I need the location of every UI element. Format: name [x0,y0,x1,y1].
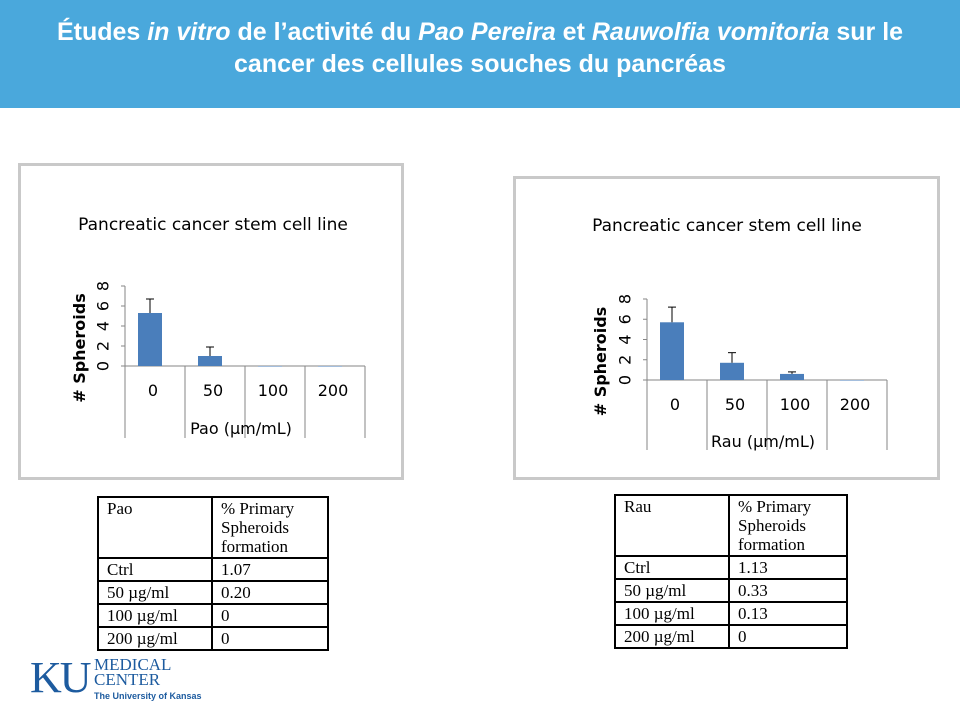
table-header-cell: Rau [614,494,730,557]
bar [840,380,864,381]
y-tick-label: 0 [616,375,635,385]
chart-panel-rau: Pancreatic cancer stem cell line 0 2 4 6 8 0 50… [513,176,940,480]
x-tick-label: 50 [725,395,745,414]
chart-title: Pancreatic cancer stem cell line [78,215,348,235]
title-part: et [555,18,592,46]
x-tick-label: 100 [780,395,811,414]
y-tick-label: 6 [94,301,113,311]
x-tick-label: 200 [840,395,871,414]
y-tick-label: 4 [616,334,635,344]
table-cell: 50 µg/ml [614,578,730,603]
table-cell: 200 µg/ml [97,626,213,651]
table-cell: 100 µg/ml [97,603,213,628]
bar [138,313,162,366]
table-header-row: Pao % Primary Spheroids formation [97,496,329,559]
slide-title-line2: cancer des cellules souches du pancréas [234,50,726,78]
ku-medical-center-logo: KU MEDICAL CENTER The University of Kans… [30,653,202,708]
table-row: 200 µg/ml 0 [97,626,329,651]
table-cell: 50 µg/ml [97,580,213,605]
y-tick-label: 8 [94,281,113,291]
y-tick-label: 4 [94,321,113,331]
spheroid-bar-chart-rau: Pancreatic cancer stem cell line 0 2 4 6 8 0 50… [591,216,888,451]
table-cell: 0 [211,603,329,628]
chart-title: Pancreatic cancer stem cell line [592,216,862,236]
bar [720,362,744,380]
spheroid-table-pao: Pao % Primary Spheroids formation Ctrl 1… [97,496,329,651]
table-row: 50 µg/ml 0.20 [97,580,329,605]
bar [780,373,804,380]
title-part-italic: in vitro [147,18,231,46]
title-part-italic: Pao Pereira [418,18,556,46]
logo-line: CENTER [94,670,161,689]
table-row: 200 µg/ml 0 [614,624,848,649]
y-axis-label: # Spheroids [591,307,610,417]
bar [660,322,684,380]
table-cell: 1.13 [728,555,848,580]
spheroid-bar-chart-pao: Pancreatic cancer stem cell line 0 2 4 6 8 0 50… [70,215,366,438]
table-cell: 0.20 [211,580,329,605]
table-row: Ctrl 1.07 [97,557,329,582]
table-cell: 0.13 [728,601,848,626]
slide-title: Études in vitro de l’activité du Pao Per… [0,16,960,80]
title-banner: Études in vitro de l’activité du Pao Per… [0,0,960,108]
logo-text: MEDICAL CENTER [94,655,172,689]
table-row: 100 µg/ml 0 [97,603,329,628]
bar [258,366,282,367]
table-header-cell: Pao [97,496,213,559]
chart-panel-pao: Pancreatic cancer stem cell line 0 2 4 6 8 0 50… [18,163,404,480]
title-part: Études [56,18,148,46]
table-row: 50 µg/ml 0.33 [614,578,848,603]
logo-mark: KU [30,653,92,702]
table-row: 100 µg/ml 0.13 [614,601,848,626]
table-cell: 0 [211,626,329,651]
y-tick-label: 8 [616,294,635,304]
bar [318,366,342,367]
table-cell: 0 [728,624,848,649]
table-cell: 1.07 [211,557,329,582]
x-tick-label: 200 [318,381,349,400]
spheroid-table-rau: Rau % Primary Spheroids formation Ctrl 1… [614,494,848,649]
table-row: Ctrl 1.13 [614,555,848,580]
table-header-cell: % Primary Spheroids formation [211,496,329,559]
x-tick-label: 0 [670,395,680,414]
table-cell: 100 µg/ml [614,601,730,626]
y-tick-label: 0 [94,361,113,371]
y-axis-label: # Spheroids [70,293,89,403]
table-header-cell: % Primary Spheroids formation [728,494,848,557]
table-cell: Ctrl [614,555,730,580]
y-tick-label: 2 [616,355,635,365]
table-cell: 0.33 [728,578,848,603]
x-tick-label: 50 [203,381,223,400]
table-header-row: Rau % Primary Spheroids formation [614,494,848,557]
title-part: de l’activité du [230,18,419,46]
y-tick-label: 2 [94,341,113,351]
logo-tagline: The University of Kansas [94,691,202,701]
logo-line: MEDICAL [94,655,172,674]
bar [198,356,222,366]
slide-title-line1: Études in vitro de l’activité du Pao Per… [0,16,960,48]
table-cell: 200 µg/ml [614,624,730,649]
x-tick-label: 100 [258,381,289,400]
title-part-italic: Rauwolfia vomitoria [591,18,830,46]
y-tick-label: 6 [616,314,635,324]
x-axis-label: Pao (μm/mL) [190,419,292,438]
table-cell: Ctrl [97,557,213,582]
title-part: sur le [829,18,904,46]
x-axis-label: Rau (μm/mL) [711,432,815,451]
x-tick-label: 0 [148,381,158,400]
